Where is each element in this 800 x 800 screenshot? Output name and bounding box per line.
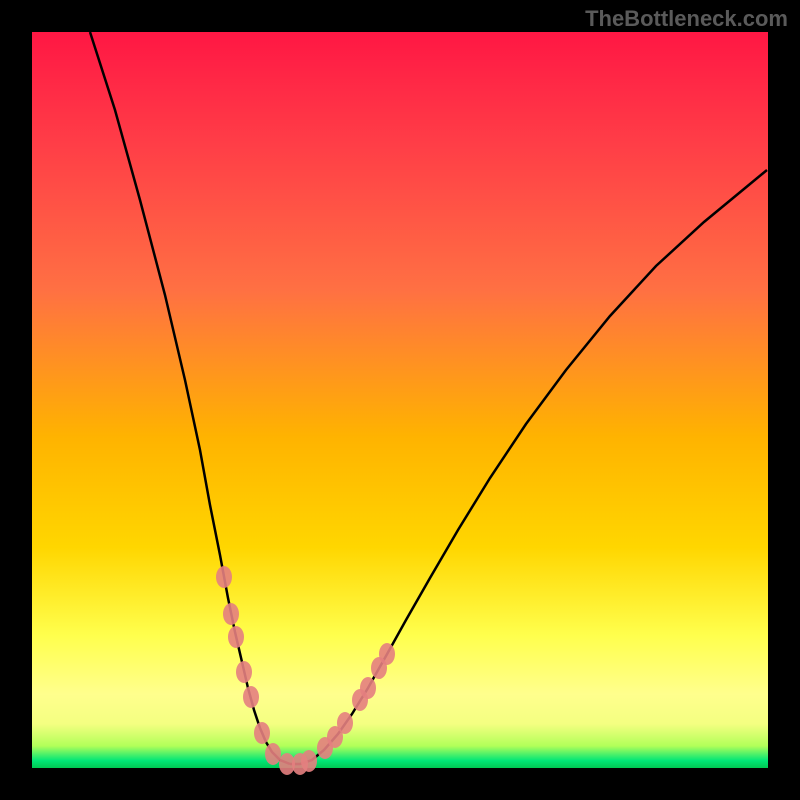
marker-point	[265, 743, 281, 765]
marker-point	[301, 750, 317, 772]
chart-svg	[0, 0, 800, 800]
marker-point	[337, 712, 353, 734]
marker-point	[223, 603, 239, 625]
marker-point	[379, 643, 395, 665]
chart-container: TheBottleneck.com	[0, 0, 800, 800]
watermark-text: TheBottleneck.com	[585, 6, 788, 32]
marker-point	[216, 566, 232, 588]
marker-point	[236, 661, 252, 683]
marker-point	[360, 677, 376, 699]
marker-point	[254, 722, 270, 744]
marker-point	[243, 686, 259, 708]
plot-background	[32, 32, 768, 768]
marker-point	[228, 626, 244, 648]
